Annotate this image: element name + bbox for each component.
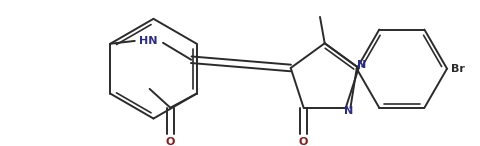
Text: N: N — [356, 60, 365, 70]
Text: N: N — [343, 106, 352, 116]
Text: Br: Br — [450, 64, 464, 74]
Text: HN: HN — [138, 36, 157, 46]
Text: O: O — [299, 137, 308, 146]
Text: O: O — [165, 137, 175, 146]
